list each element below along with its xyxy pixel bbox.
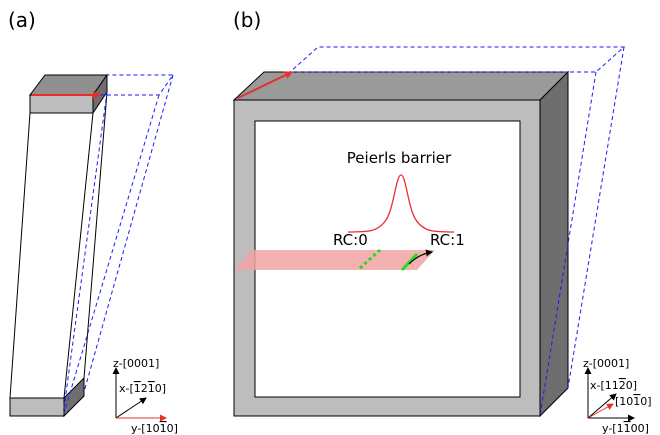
panel-b-z-label: z-[0001]: [583, 357, 629, 370]
panel-b: (b) Peierls barrier RC:0 RC:1: [232, 8, 652, 435]
panel-b-shear-direction-label: [1010]: [615, 395, 652, 408]
peierls-barrier-curve: [347, 174, 455, 233]
panel-b-shear-arrow: [237, 71, 293, 99]
panel-a-z-label: z-[0001]: [113, 357, 159, 370]
pillar-right-edge: [63, 112, 94, 399]
pillar-bottom-side: [63, 376, 85, 418]
rc-end-label: RC:1: [430, 231, 465, 249]
pillar-top-front: [29, 94, 94, 114]
panel-a-sheared-outline: [63, 74, 174, 414]
panel-b-x-label: x-[1120]: [590, 379, 637, 392]
dislocation-initial: [358, 248, 382, 270]
panel-a-x-axis-arrow: [115, 397, 147, 419]
glide-plane: [234, 250, 435, 270]
pillar-back-edge: [83, 91, 108, 379]
panel-b-label: (b): [233, 8, 261, 32]
panel-b-sheared-outline: [289, 46, 626, 417]
panel-b-axes: z-[0001] x-[1120] [1010] y-[1100]: [583, 357, 652, 435]
pillar-left-edge: [9, 112, 31, 399]
dislocation-final: [400, 252, 419, 272]
panel-a-label: (a): [8, 8, 36, 32]
rc-start-label: RC:0: [333, 231, 368, 249]
pillar-bottom-front: [9, 397, 65, 417]
panel-a-axes: z-[0001] x-[1210] y-[1010]: [112, 357, 178, 435]
frame-front-face: [233, 99, 541, 417]
panel-b-shear-direction-arrow: [587, 403, 614, 419]
frame-side-face: [539, 70, 569, 418]
panel-a-y-label: y-[1010]: [131, 422, 178, 435]
panel-b-y-label: y-[1100]: [602, 422, 649, 435]
panel-a-x-label: x-[1210]: [119, 382, 166, 395]
dislocation-motion-arrow: [408, 249, 433, 265]
panel-b-x-axis-arrow: [587, 393, 617, 419]
peierls-barrier-label: Peierls barrier: [347, 149, 452, 167]
panel-a: (a) z-[0001] x-[1210] y-[1010]: [8, 8, 178, 435]
